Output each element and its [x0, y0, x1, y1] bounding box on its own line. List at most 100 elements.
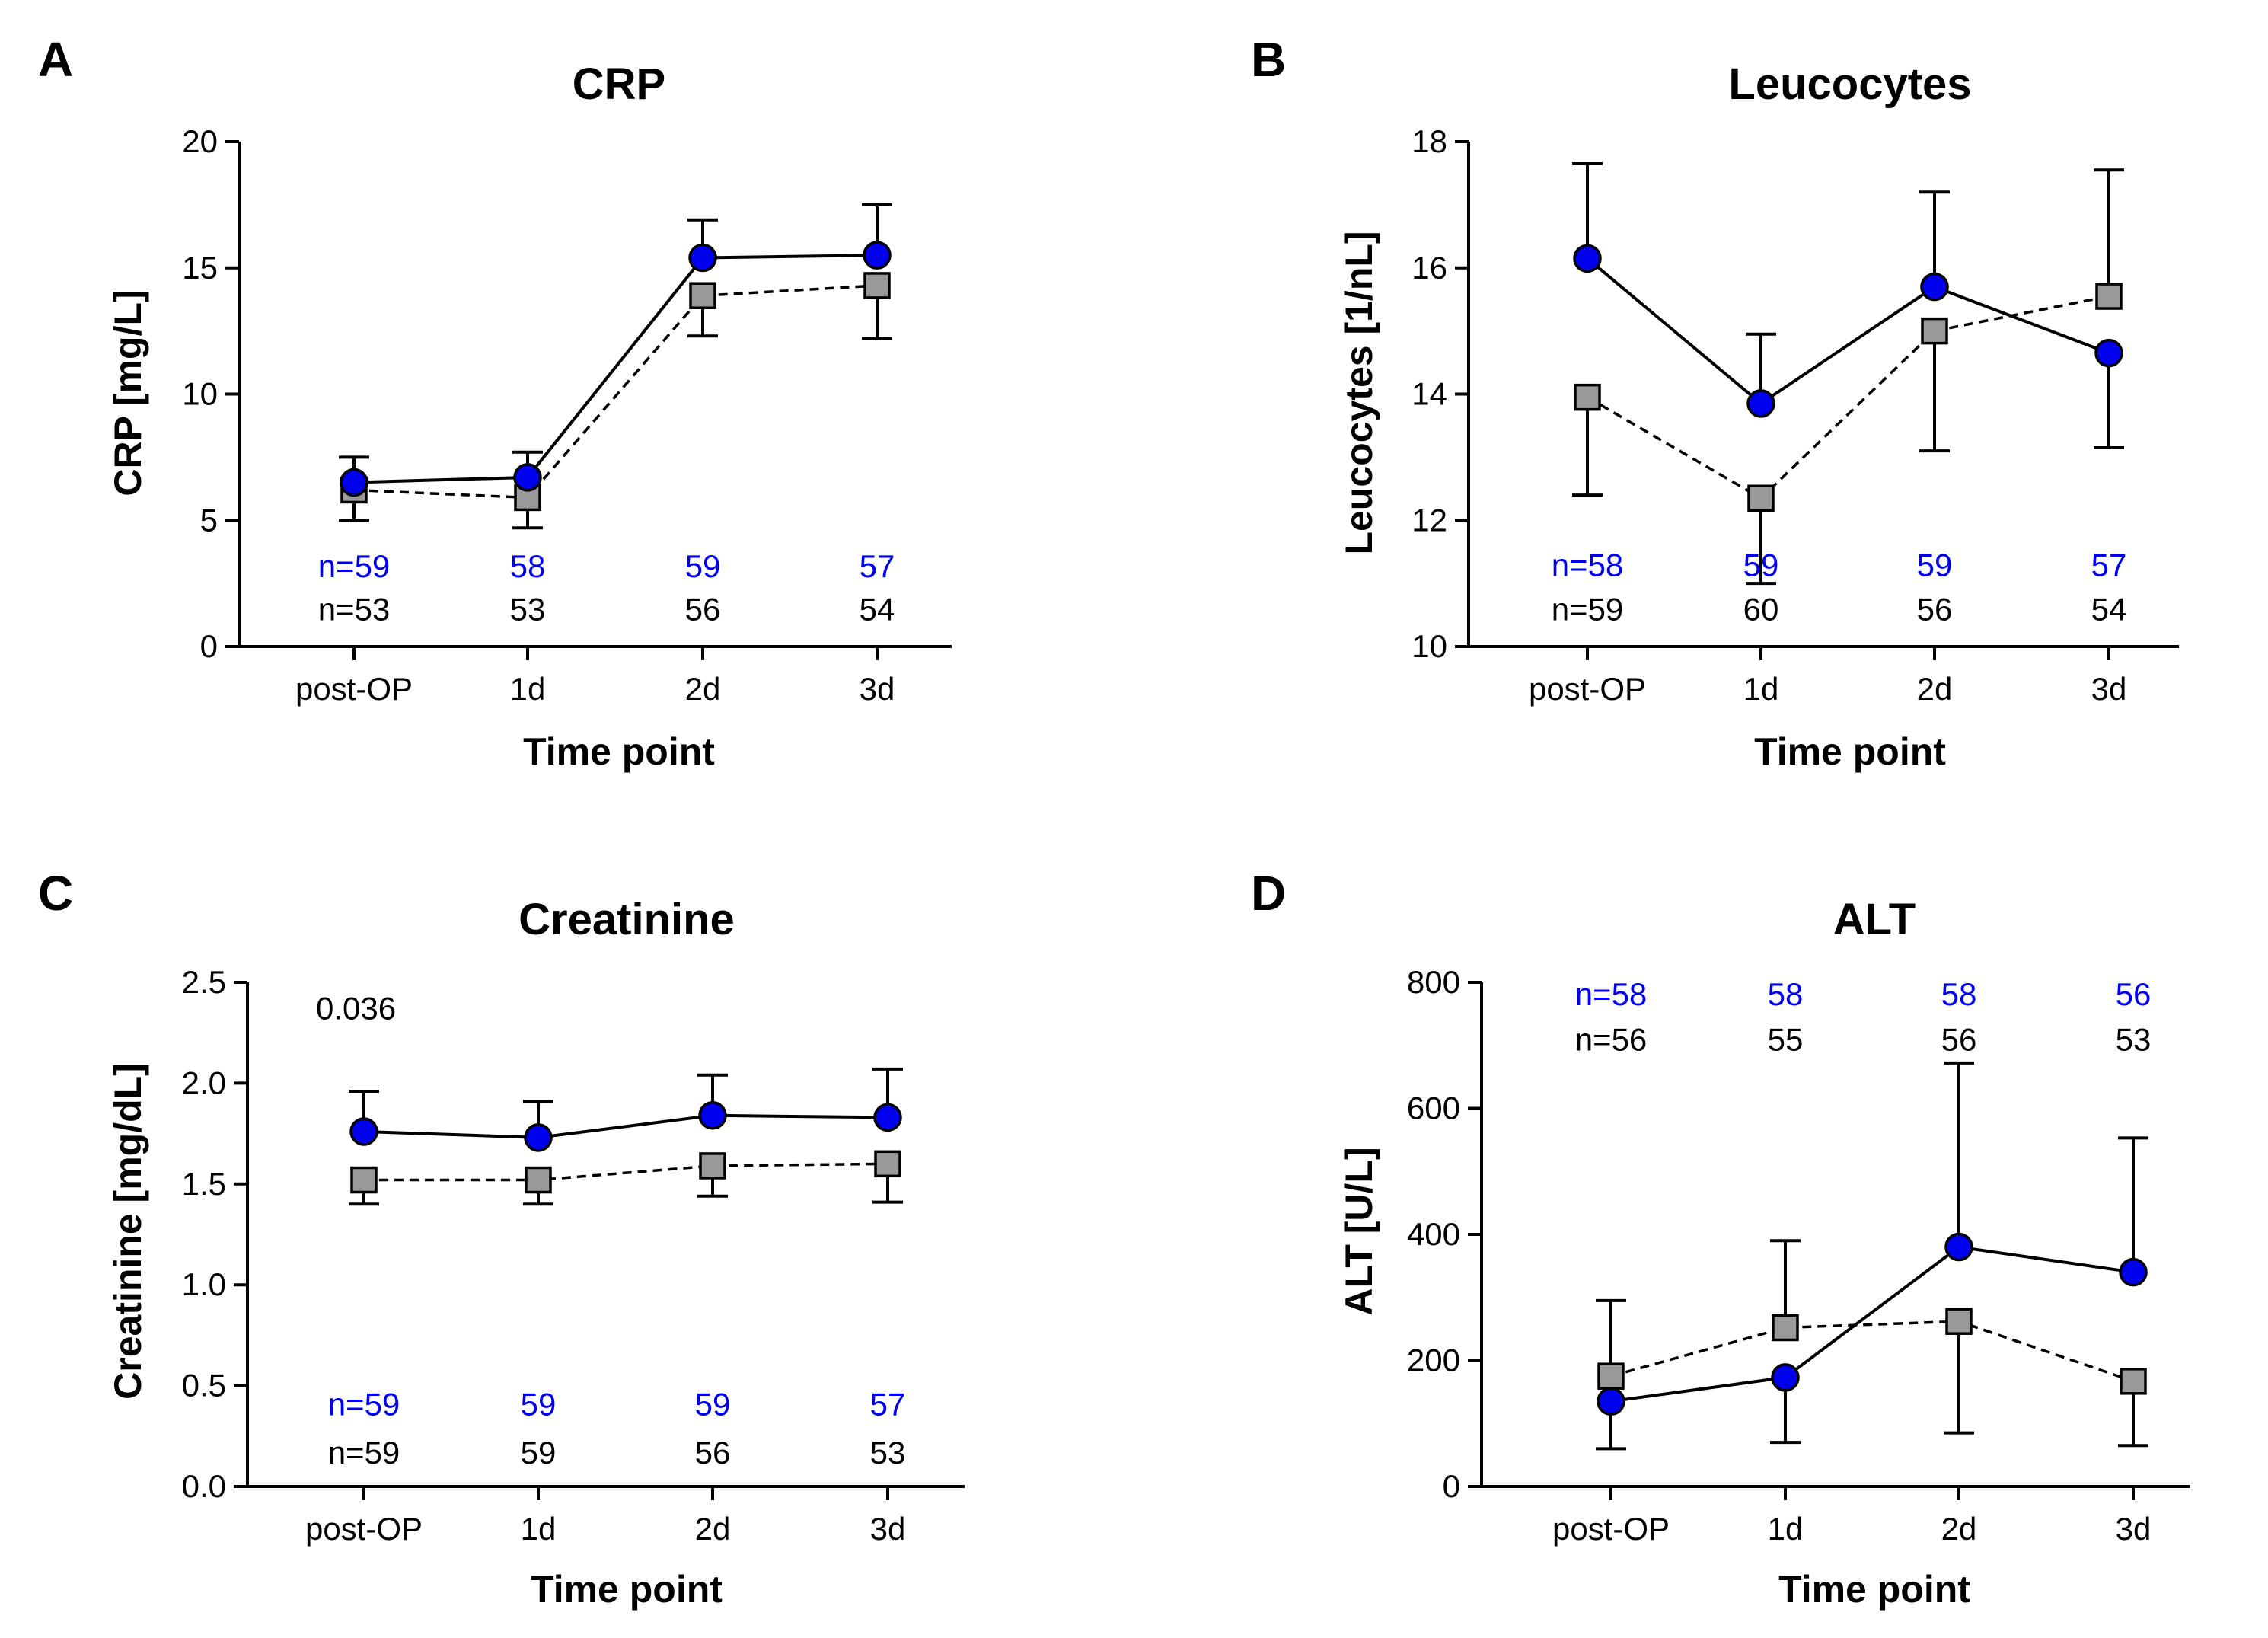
data-point-square [1747, 484, 1775, 512]
n-label-group-2: 55 [1768, 1021, 1804, 1057]
n-label-group-2: 60 [1743, 591, 1779, 627]
data-point-square [689, 282, 716, 309]
series-line-group-1 [353, 254, 878, 484]
x-axis-title-b: Time point [1754, 730, 1946, 773]
x-tick-label: 1d [1743, 671, 1779, 707]
y-tick-label: 18 [1412, 123, 1447, 159]
n-label-group-1: 59 [695, 1386, 731, 1422]
y-tick-label: 0.5 [182, 1368, 226, 1403]
x-tick-label: 3d [2116, 1511, 2152, 1547]
annotation-text: 0.036 [316, 990, 396, 1026]
data-point-square [2095, 283, 2123, 310]
data-point-circle [1944, 1232, 1973, 1262]
y-tick-label: 0 [1443, 1468, 1460, 1504]
n-label-group-1: 59 [1743, 547, 1779, 583]
n-label-group-1: 58 [1768, 976, 1804, 1012]
n-label-group-1: 56 [2116, 976, 2152, 1012]
plot-area-b: 10 12 14 16 18 post-OP 1d 2d 3d n=58 59 59 57 n=59 60 5… [1412, 123, 2179, 707]
n-label-group-1: 59 [521, 1386, 557, 1422]
y-tick-label: 2.0 [182, 1065, 226, 1100]
y-axis-title-c: Creatinine [mg/dL] [107, 1063, 149, 1400]
data-point-square [350, 1166, 378, 1194]
n-label-group-2: 56 [685, 591, 721, 627]
chart-title-a: CRP [573, 59, 665, 109]
x-tick-label: 3d [860, 671, 895, 707]
data-point-circle [1573, 244, 1602, 273]
chart-title-c: Creatinine [518, 895, 735, 944]
y-tick-label: 400 [1407, 1216, 1460, 1252]
series-line-group-1 [363, 1113, 888, 1139]
panel-c: C Creatinine Creatinine [mg/dL] Time poi… [38, 866, 965, 1611]
y-tick-label: 0 [200, 628, 218, 664]
y-tick-label: 800 [1407, 964, 1460, 1000]
x-tick-label: 2d [1941, 1511, 1977, 1547]
x-tick-label: 2d [1917, 671, 1953, 707]
data-point-square [1921, 317, 1948, 345]
series-line-group-2 [364, 1162, 888, 1182]
n-label-group-1: 59 [685, 548, 721, 584]
x-tick-label: 3d [870, 1511, 906, 1547]
y-tick-label: 5 [200, 502, 218, 538]
data-point-circle [349, 1117, 378, 1146]
data-point-circle [1597, 1387, 1625, 1416]
series-line-group-2 [1610, 1320, 2134, 1383]
series-line-group-1 [1610, 1245, 2134, 1403]
x-axis-title-d: Time point [1778, 1568, 1970, 1611]
x-tick-label: 1d [510, 671, 546, 707]
x-tick-label: post-OP [305, 1511, 423, 1547]
n-label-group-1: n=59 [328, 1386, 400, 1422]
n-label-group-2: 54 [2091, 591, 2127, 627]
n-label-group-2: 59 [521, 1435, 557, 1470]
y-tick-label: 20 [182, 123, 218, 159]
chart-title-d: ALT [1833, 895, 1916, 944]
y-tick-label: 1.5 [182, 1166, 226, 1202]
data-point-circle [2119, 1257, 2148, 1287]
data-point-circle [1746, 389, 1775, 418]
data-point-square [2120, 1368, 2147, 1395]
panel-letter-c: C [38, 866, 73, 921]
n-label-group-1: 58 [510, 548, 546, 584]
n-label-group-2: 53 [510, 591, 546, 627]
n-label-group-2: 56 [695, 1435, 731, 1470]
data-point-circle [340, 468, 368, 497]
panel-letter-d: D [1251, 866, 1286, 921]
series-line-group-1 [1586, 257, 2110, 406]
data-point-square [874, 1150, 901, 1178]
y-tick-label: 12 [1412, 502, 1447, 538]
data-point-circle [873, 1103, 902, 1132]
data-point-square [1945, 1308, 1973, 1335]
y-tick-label: 10 [182, 376, 218, 412]
n-label-group-2: 54 [860, 591, 895, 627]
series-line-group-2 [353, 284, 878, 500]
data-point-square [699, 1152, 726, 1180]
y-axis-title-b: Leucocytes [1/nL] [1338, 231, 1380, 554]
panel-a: A CRP CRP [mg/L] Time point 0 5 10 15 20 post… [38, 32, 952, 773]
y-tick-label: 600 [1407, 1090, 1460, 1126]
data-point-square [1772, 1314, 1799, 1342]
plot-area-c: 0.0 0.5 1.0 1.5 2.0 2.5 post-OP 1d 2d 3d 0.036 n=59… [182, 964, 965, 1547]
x-tick-label: 1d [1768, 1511, 1804, 1547]
y-tick-label: 0.0 [182, 1468, 226, 1504]
n-label-group-2: n=59 [1552, 591, 1624, 627]
panel-d: D ALT ALT [U/L] Time point 0 200 400 600 800… [1251, 866, 2190, 1611]
data-point-square [1597, 1362, 1625, 1390]
x-tick-label: post-OP [1529, 671, 1646, 707]
x-tick-label: post-OP [1552, 1511, 1670, 1547]
y-tick-label: 200 [1407, 1343, 1460, 1378]
series-line-group-2 [1587, 295, 2110, 500]
n-label-group-1: 58 [1941, 976, 1977, 1012]
n-label-group-2: 56 [1917, 591, 1953, 627]
n-label-group-1: n=59 [318, 548, 391, 584]
n-label-group-1: 57 [870, 1386, 906, 1422]
data-point-square [863, 272, 891, 299]
n-label-group-1: n=58 [1552, 547, 1624, 583]
chart-title-b: Leucocytes [1728, 59, 1971, 109]
n-label-group-2: 53 [2116, 1021, 2152, 1057]
n-label-group-1: 57 [860, 548, 895, 584]
plot-area-a: 0 5 10 15 20 post-OP 1d 2d 3d n=59 58 59 57 n=53 53 56 5… [182, 123, 952, 707]
n-label-group-1: 57 [2091, 547, 2127, 583]
data-point-circle [863, 241, 892, 270]
y-tick-label: 16 [1412, 250, 1447, 286]
n-label-group-2: 56 [1941, 1021, 1977, 1057]
